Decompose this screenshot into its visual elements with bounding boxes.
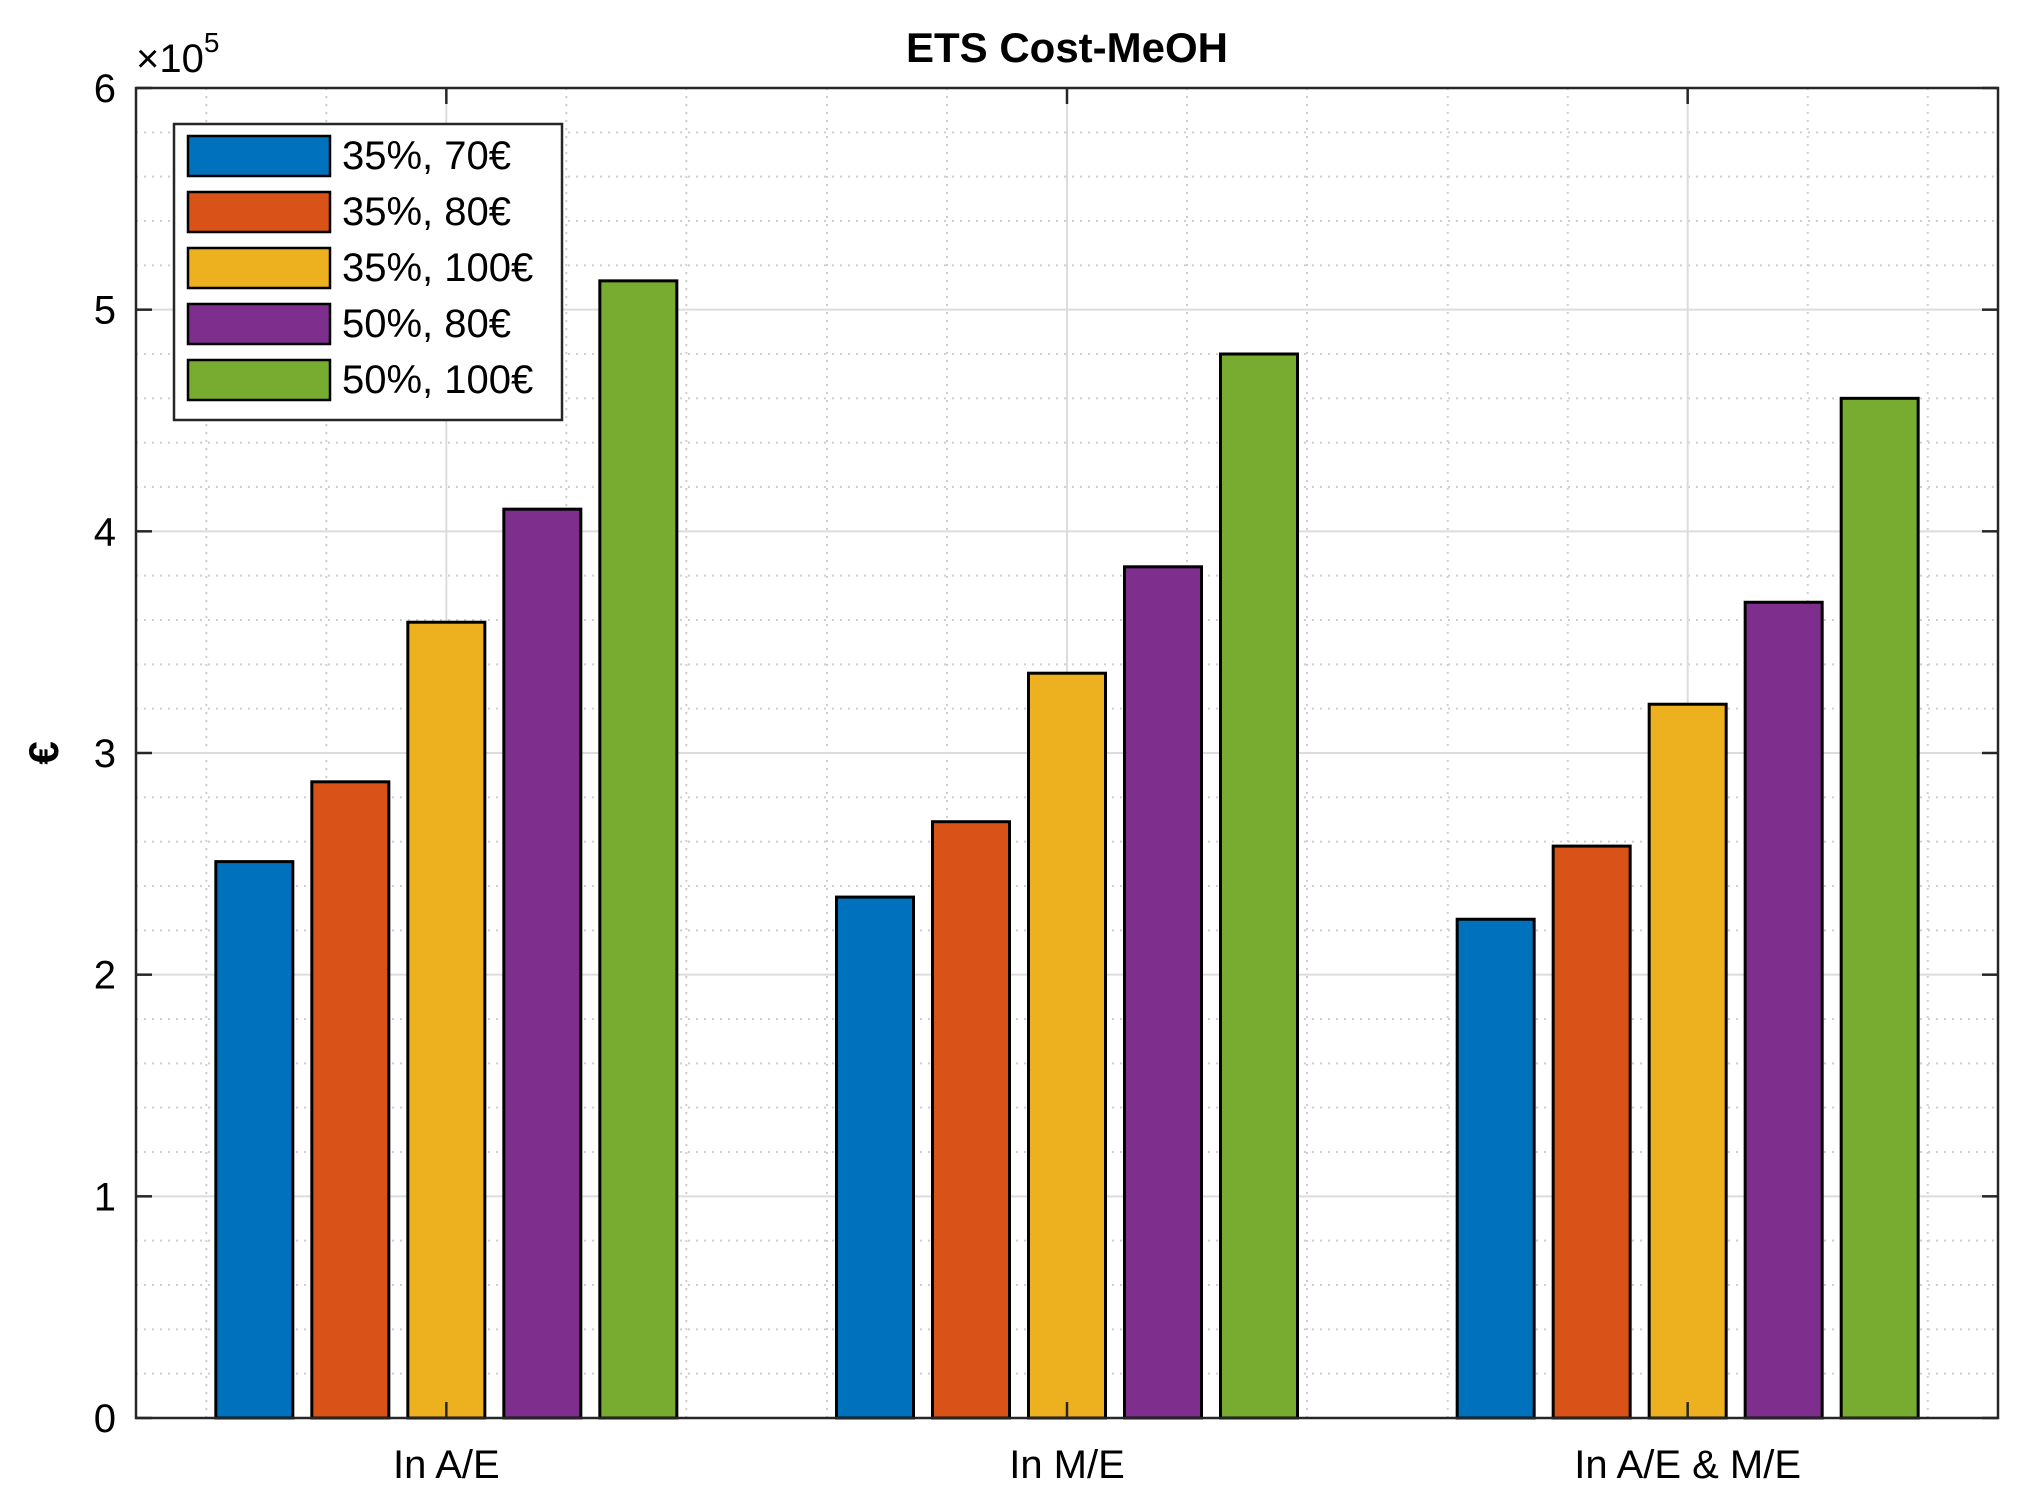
y-tick-label: 4 <box>94 510 116 554</box>
legend-swatch <box>186 190 332 234</box>
bar <box>1647 702 1728 1420</box>
bar <box>931 820 1011 1420</box>
bar <box>1743 600 1824 1420</box>
y-axis-exponent: ×105 <box>136 27 219 81</box>
y-axis-label: € <box>20 741 67 764</box>
bar <box>406 620 487 1420</box>
legend-label: 50%, 100€ <box>342 358 533 402</box>
bar <box>1839 396 1920 1420</box>
bar <box>310 780 391 1420</box>
bars <box>214 279 1920 1420</box>
axis-ticks <box>136 86 1998 1420</box>
legend-swatch <box>186 134 332 178</box>
x-tick-labels: In A/E In M/E In A/E & M/E <box>393 1443 1801 1487</box>
y-tick-label: 2 <box>94 954 116 998</box>
legend: 35%, 70€ 35%, 80€ 35%, 100€ 50%, 80€ 50%, 10… <box>172 122 564 422</box>
legend-label: 35%, 70€ <box>342 134 511 178</box>
y-axis-exponent-power: 5 <box>204 27 220 58</box>
bar <box>1123 565 1203 1420</box>
legend-label: 50%, 80€ <box>342 302 511 346</box>
y-tick-label: 1 <box>94 1175 116 1219</box>
y-tick-label: 3 <box>94 732 116 776</box>
bar <box>1455 917 1536 1420</box>
legend-label: 35%, 100€ <box>342 246 533 290</box>
x-tick-label: In A/E <box>393 1443 500 1487</box>
x-tick-label: In A/E & M/E <box>1574 1443 1801 1487</box>
x-tick-label: In M/E <box>1009 1443 1125 1487</box>
y-tick-label: 6 <box>94 67 116 111</box>
y-tick-labels: 0 1 2 3 4 5 6 <box>94 67 116 1441</box>
bar <box>835 895 915 1420</box>
legend-swatch <box>186 246 332 290</box>
bar <box>502 507 583 1420</box>
bar <box>1027 671 1107 1420</box>
y-tick-label: 5 <box>94 289 116 333</box>
legend-swatch <box>186 302 332 346</box>
bar <box>1551 844 1632 1420</box>
y-tick-label: 0 <box>94 1397 116 1441</box>
chart-title: ETS Cost-MeOH <box>906 24 1228 71</box>
bar <box>1219 352 1299 1420</box>
bar <box>598 279 679 1420</box>
y-axis-exponent-base: ×10 <box>136 37 204 81</box>
legend-label: 35%, 80€ <box>342 190 511 234</box>
legend-swatch <box>186 358 332 402</box>
bar <box>214 860 295 1420</box>
